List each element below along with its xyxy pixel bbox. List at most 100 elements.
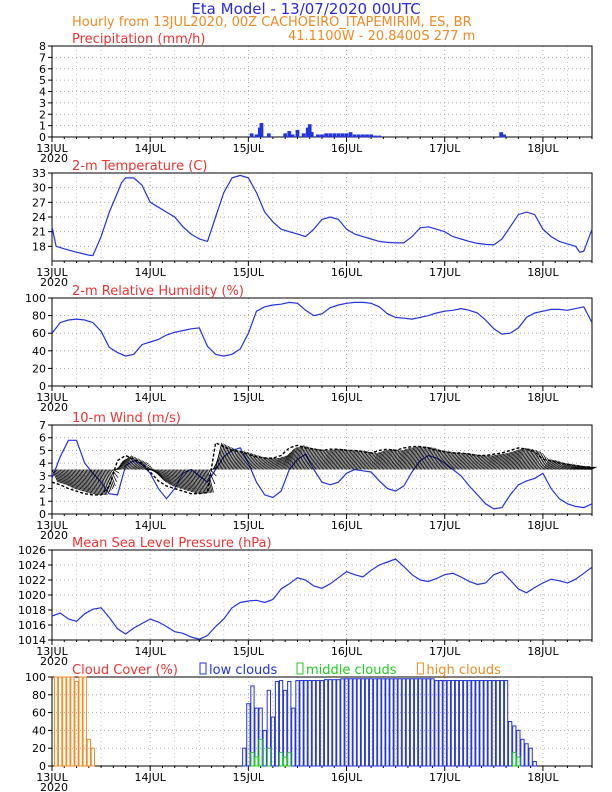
wind-barb <box>369 452 377 470</box>
wind-barb <box>163 469 171 485</box>
bar <box>307 680 312 767</box>
y-tick-label: 0 <box>39 760 46 773</box>
bar <box>369 134 373 138</box>
wind-barb <box>343 449 351 470</box>
wind-barb <box>189 469 197 494</box>
wind-barb <box>136 460 143 470</box>
bar <box>352 678 357 767</box>
bar <box>413 678 419 767</box>
wind-barb <box>287 449 295 470</box>
bar <box>475 680 480 767</box>
wind-barb <box>247 454 255 470</box>
bar <box>332 133 337 138</box>
wind-barb <box>501 452 509 470</box>
wind-barb <box>348 450 356 470</box>
bar <box>266 747 271 767</box>
wind-barb <box>363 451 371 470</box>
wind-barb <box>279 455 287 470</box>
wind-barb <box>417 446 424 470</box>
wind-barb <box>256 456 263 470</box>
wind-barb <box>273 457 281 470</box>
wind-barb <box>187 469 195 493</box>
bar <box>405 678 411 767</box>
wind-barb <box>332 449 340 470</box>
wind-barb <box>362 451 370 470</box>
wind-barb <box>167 469 175 487</box>
legend-label: middle clouds <box>306 663 397 678</box>
legend-swatch <box>296 662 304 675</box>
y-tick-label: 2 <box>39 483 46 496</box>
x-year-label: 2020 <box>40 276 68 289</box>
wind-barb <box>175 469 183 490</box>
y-tick-label: 1 <box>39 120 46 133</box>
wind-barb <box>576 465 584 470</box>
wind-barb <box>342 449 349 470</box>
wind-barb <box>95 469 103 496</box>
bar <box>512 752 517 767</box>
wind-barb <box>66 469 74 489</box>
wind-barb <box>381 449 389 470</box>
y-tick-label: 27 <box>32 196 46 209</box>
x-tick-label: 18JUL <box>527 266 559 279</box>
bar <box>434 680 439 767</box>
wind-barb <box>155 469 162 479</box>
wind-barb <box>164 469 172 486</box>
wind-barb <box>122 457 130 470</box>
wind-barb <box>226 447 233 470</box>
wind-barb <box>396 449 404 470</box>
wind-barb <box>459 452 467 470</box>
wind-barb <box>177 469 184 490</box>
bar <box>316 134 320 138</box>
wind-barb <box>513 449 521 470</box>
wind-barb <box>453 452 461 470</box>
wind-barb <box>490 454 498 470</box>
wind-barb <box>412 446 420 470</box>
wind-barb <box>168 469 176 488</box>
x-tick-label: 16JUL <box>331 519 363 532</box>
wind-barb <box>590 466 597 470</box>
bar <box>467 680 472 767</box>
bar <box>393 678 398 767</box>
header: Eta Model - 13/07/2020 00UTC Hourly from… <box>0 0 612 46</box>
bar <box>422 678 427 767</box>
bar <box>323 679 329 767</box>
x-tick-label: 14JUL <box>134 391 166 404</box>
bar <box>315 680 321 767</box>
x-tick-label: 17JUL <box>429 391 461 404</box>
wind-barb <box>208 469 216 485</box>
wind-barb <box>374 451 382 470</box>
y-tick-label: 24 <box>32 211 46 224</box>
wind-barb <box>512 449 520 470</box>
wind-barb <box>410 446 418 470</box>
wind-barb <box>539 456 547 470</box>
wind-barb <box>222 445 229 470</box>
wind-barb <box>474 454 482 470</box>
y-tick-label: 60 <box>32 327 46 340</box>
wind-barb <box>434 449 442 470</box>
y-tick-label: 21 <box>32 226 46 239</box>
bar <box>324 133 328 138</box>
y-tick-label: 60 <box>32 707 46 720</box>
wind-barb <box>166 469 173 487</box>
wind-barb <box>318 449 326 470</box>
wind-barb <box>347 450 355 470</box>
wind-barb <box>243 452 251 470</box>
wind-barb <box>441 451 449 470</box>
wind-barb <box>445 451 453 470</box>
bar <box>311 680 316 767</box>
wind-barb <box>271 457 278 470</box>
bar <box>259 123 264 138</box>
wind-barb <box>118 459 126 470</box>
wind-barb <box>575 465 582 470</box>
wind-barb <box>143 464 150 470</box>
bar <box>258 738 263 767</box>
wind-barb <box>171 469 179 488</box>
wind-barb <box>432 449 439 470</box>
wind-barb <box>307 448 315 470</box>
wind-barb <box>223 446 231 470</box>
x-tick-label: 13JUL <box>36 266 68 279</box>
x-tick-label: 17JUL <box>429 142 461 155</box>
wind-barb <box>482 455 490 470</box>
bar <box>503 680 509 767</box>
wind-barb <box>269 457 277 470</box>
